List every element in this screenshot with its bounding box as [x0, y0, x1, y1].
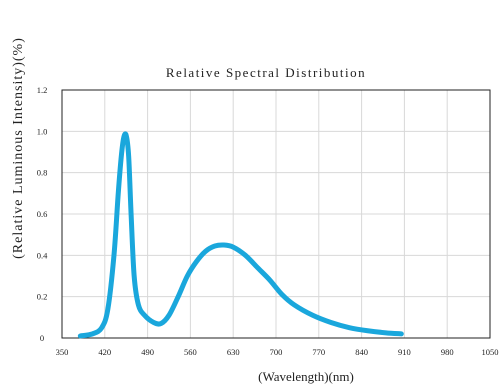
tick-labels: 350 420 490 560 630 700 770 840 910 980 1050 0 0.2 0.… [37, 85, 499, 357]
x-tick-label: 770 [312, 347, 325, 357]
x-tick-label: 910 [398, 347, 411, 357]
plot-frame [61, 89, 491, 339]
x-axis-label: (Wavelength)(nm) [258, 369, 354, 384]
chart-title: Relative Spectral Distribution [166, 65, 366, 80]
x-tick-label: 560 [184, 347, 197, 357]
x-tick-label: 420 [98, 347, 111, 357]
x-tick-label: 350 [56, 347, 69, 357]
y-tick-label: 0.6 [37, 209, 48, 219]
y-tick-label: 0.4 [37, 250, 48, 260]
spectral-curve [77, 131, 404, 339]
x-tick-label: 980 [441, 347, 454, 357]
series-layer [77, 131, 404, 339]
x-tick-label: 630 [227, 347, 240, 357]
y-tick-label: 0.2 [37, 292, 48, 302]
x-tick-label: 700 [270, 347, 283, 357]
y-tick-label: 1.0 [37, 126, 48, 136]
x-tick-label: 490 [141, 347, 154, 357]
y-axis-label: (Relative Luminous Intensity)(%) [11, 37, 26, 259]
y-tick-label: 1.2 [37, 85, 48, 95]
grid [62, 90, 490, 338]
y-tick-label: 0.8 [37, 168, 48, 178]
y-tick-label: 0 [40, 333, 44, 343]
x-tick-label: 1050 [482, 347, 499, 357]
x-tick-label: 840 [355, 347, 368, 357]
